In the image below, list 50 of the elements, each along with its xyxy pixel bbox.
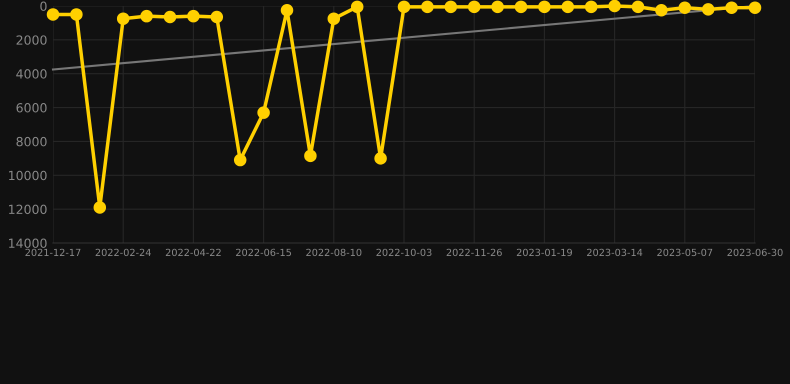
point <box>374 152 387 165</box>
point <box>116 12 130 25</box>
point <box>187 10 200 22</box>
point <box>421 0 434 14</box>
y-tick-label: 12000 <box>9 204 47 214</box>
point <box>608 0 621 12</box>
point <box>632 0 644 14</box>
point <box>140 10 153 22</box>
point <box>678 1 692 14</box>
point <box>304 150 317 162</box>
point <box>398 0 410 14</box>
point <box>46 8 60 21</box>
point <box>655 4 668 16</box>
x-tick-label: 2022-04-22 <box>166 248 221 256</box>
point <box>70 8 83 21</box>
y-tick-label: 2000 <box>16 35 47 45</box>
point <box>584 0 598 14</box>
point <box>538 0 551 14</box>
y-tick-label: 14000 <box>9 238 47 248</box>
x-tick-label: 2023-05-07 <box>657 248 712 256</box>
y-tick-label: 0 <box>40 1 47 11</box>
point <box>164 10 176 24</box>
point <box>748 1 762 14</box>
point <box>491 0 504 14</box>
x-tick-label: 2022-02-24 <box>96 248 151 256</box>
x-tick-label: 2023-03-14 <box>587 248 642 256</box>
point <box>257 106 270 119</box>
point <box>94 201 106 214</box>
point <box>468 0 480 14</box>
point <box>725 1 738 14</box>
x-tick-label: 2022-08-10 <box>306 248 362 256</box>
y-tick-label: 4000 <box>16 69 47 79</box>
y-tick-label: 10000 <box>9 170 47 180</box>
y-tick-label: 6000 <box>16 103 47 112</box>
x-tick-label: 2021-12-17 <box>25 248 80 256</box>
point <box>210 10 224 24</box>
point <box>234 154 246 166</box>
x-tick-label: 2022-06-15 <box>236 248 291 256</box>
x-tick-label: 2023-01-19 <box>516 248 572 256</box>
x-tick-label: 2022-11-26 <box>446 248 502 256</box>
x-tick-label: 2023-06-30 <box>727 248 783 256</box>
point <box>350 0 364 14</box>
point <box>514 0 528 14</box>
point <box>280 4 294 16</box>
point <box>562 0 574 14</box>
point <box>328 12 340 25</box>
point <box>702 3 714 16</box>
point <box>444 0 458 14</box>
x-tick-label: 2022-10-03 <box>376 248 432 256</box>
y-tick-label: 8000 <box>16 136 47 146</box>
